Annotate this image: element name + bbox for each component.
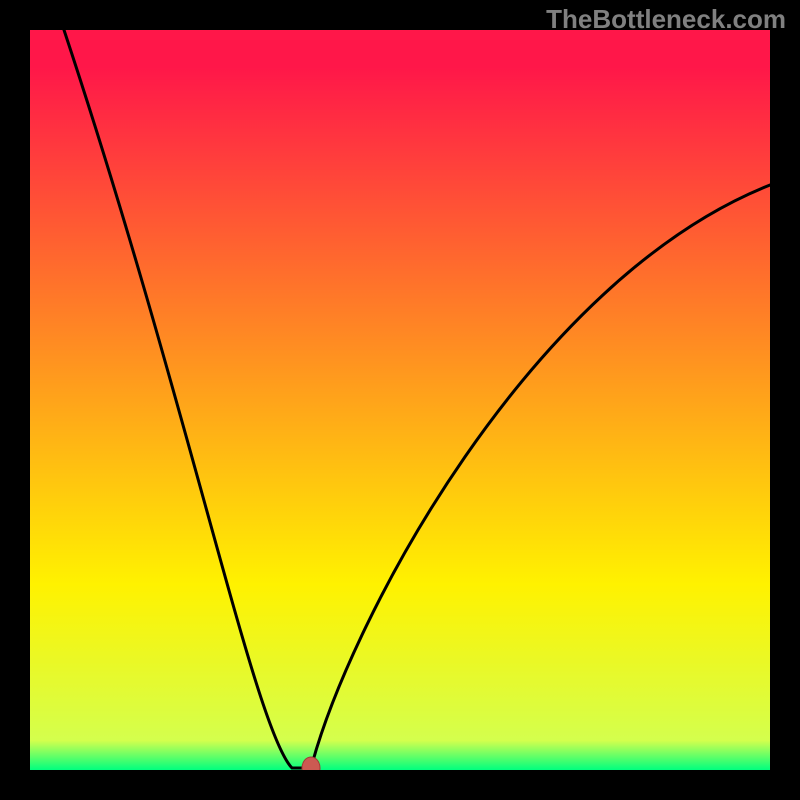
plot-background	[30, 30, 770, 770]
chart-frame: TheBottleneck.com	[0, 0, 800, 800]
plot-svg	[30, 30, 770, 770]
watermark-text: TheBottleneck.com	[546, 4, 786, 35]
